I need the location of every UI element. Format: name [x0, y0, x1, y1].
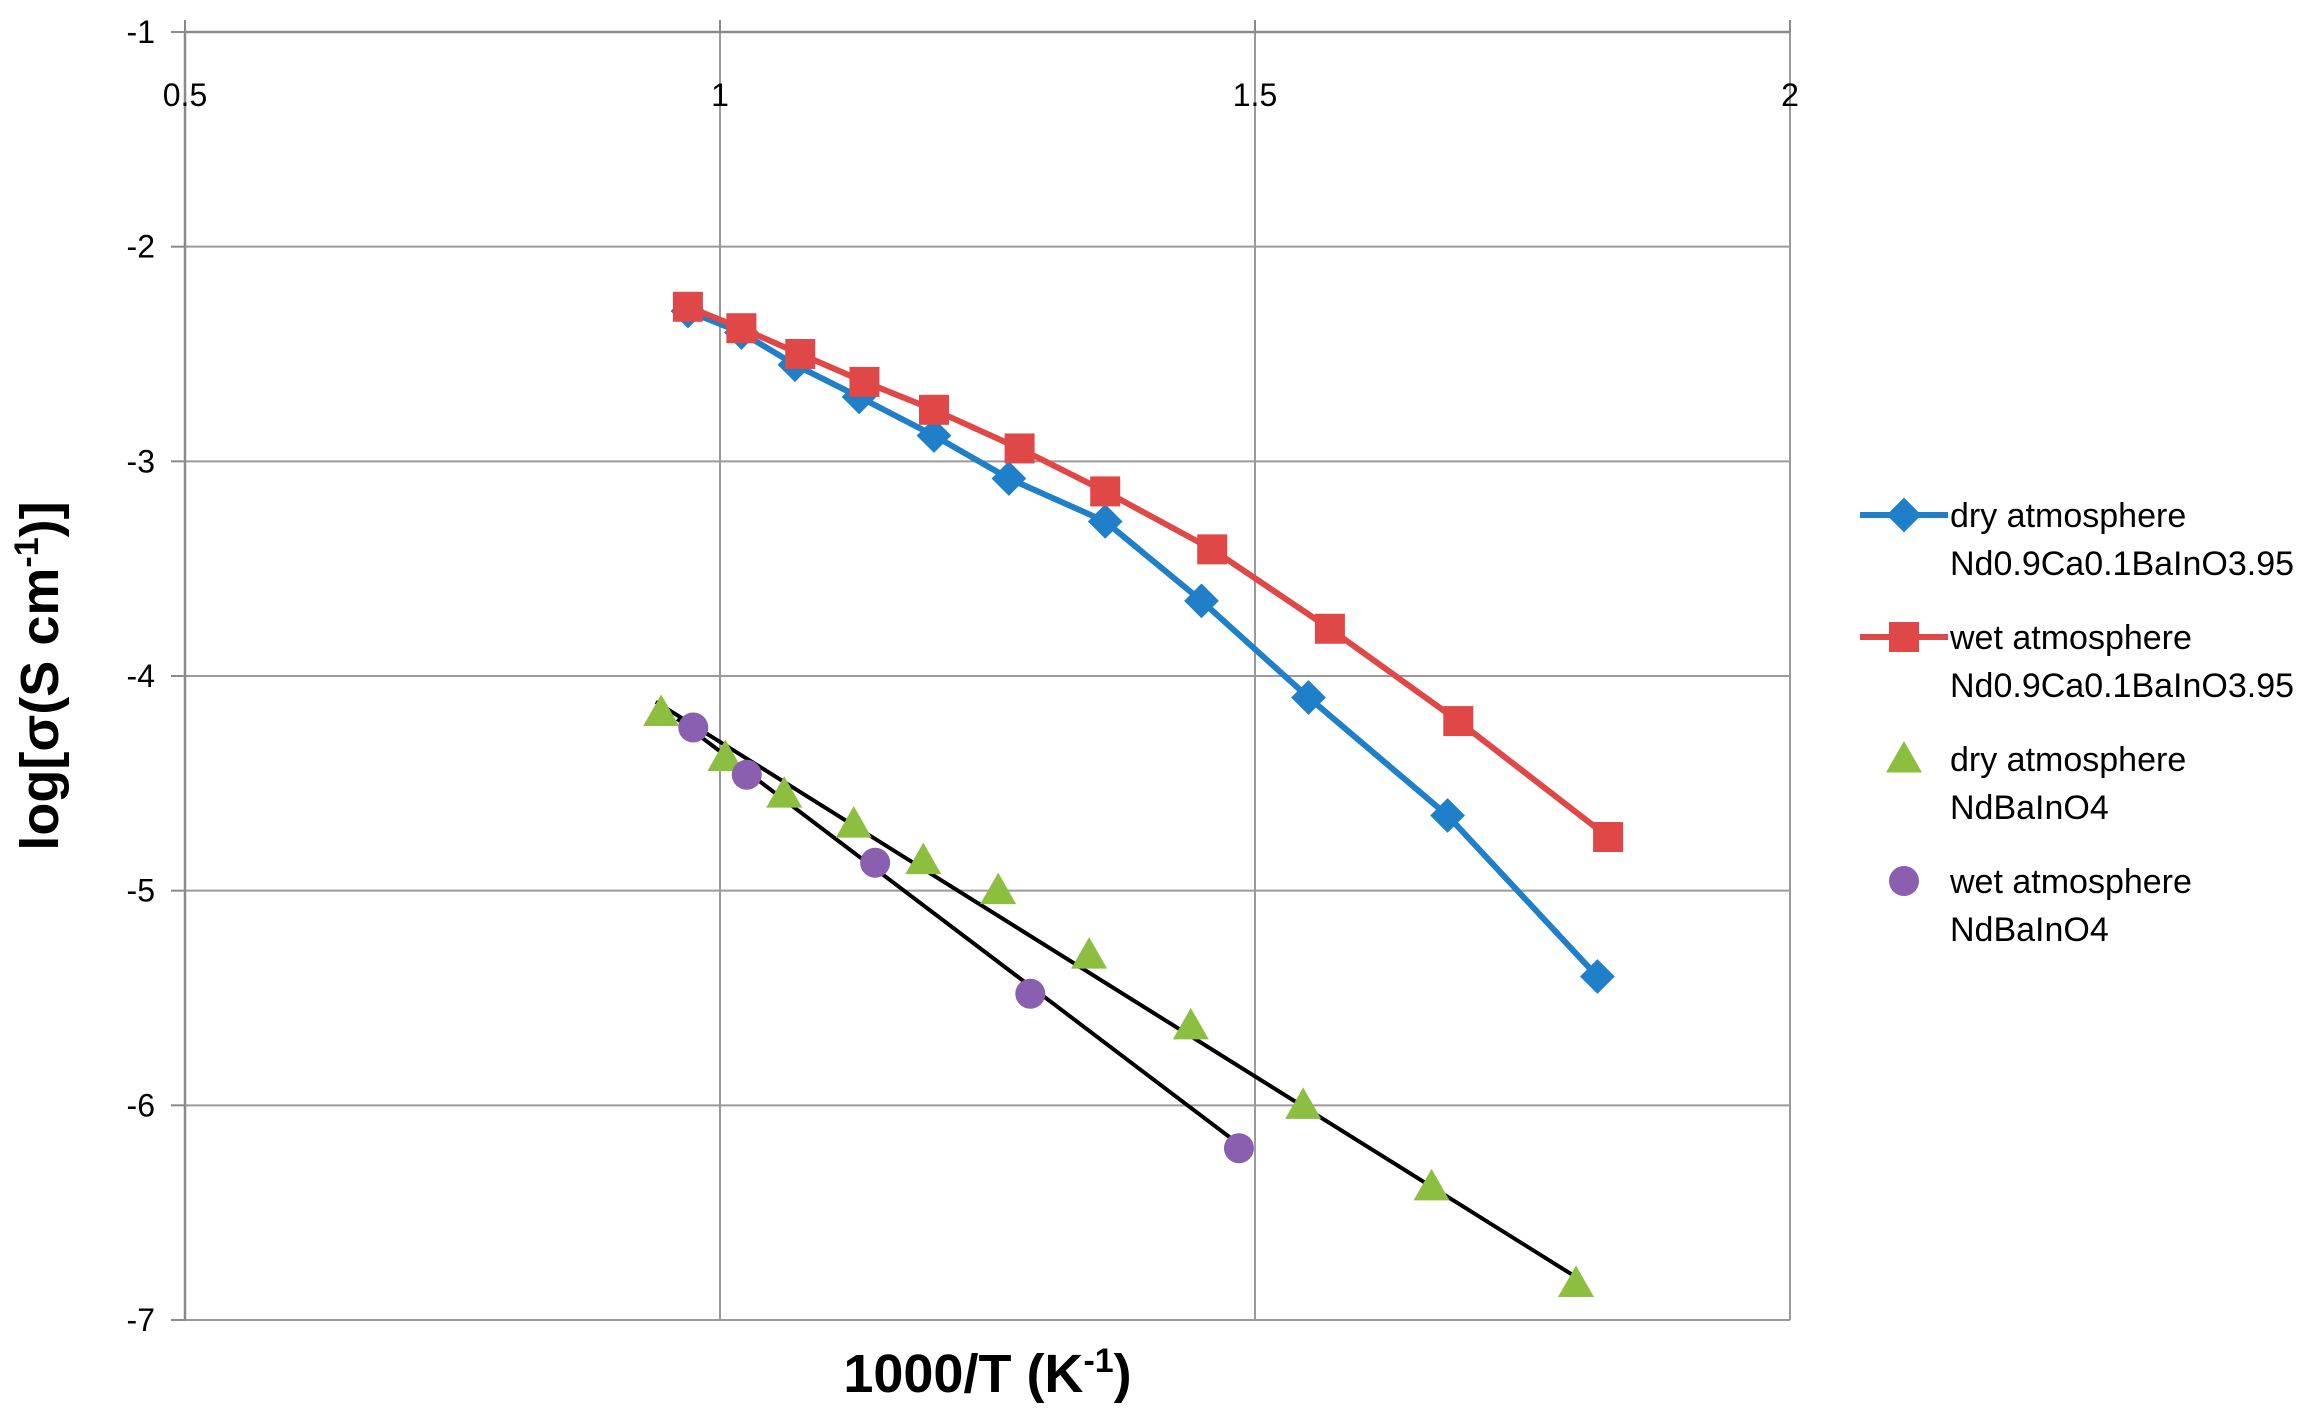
legend-item-1: dry atmosphere Nd0.9Ca0.1BaInO3.95 [1860, 497, 2294, 583]
y-tick-label: -3 [127, 443, 155, 479]
y-tick-label: -1 [127, 14, 155, 50]
x-tick-label: 1.5 [1233, 77, 1277, 113]
data-point [1558, 1265, 1594, 1298]
data-point [731, 759, 762, 790]
data-point [643, 694, 680, 726]
data-point [1015, 978, 1046, 1009]
legend-label: dry atmosphere [1950, 497, 2186, 535]
series-4 [678, 712, 1254, 1164]
data-point [766, 776, 803, 808]
data-point [1197, 534, 1228, 565]
x-axis-title: 1000/T (K-1) [843, 1342, 1131, 1404]
data-point [707, 739, 744, 772]
data-point [1223, 1133, 1254, 1164]
data-point [1314, 613, 1345, 644]
data-point [905, 842, 942, 875]
x-tick-label: 0.5 [163, 77, 207, 113]
axis-titles: 1000/T (K-1) log[σ(S cm-1)] [8, 501, 1132, 1404]
legend-item-2: wet atmosphere Nd0.9Ca0.1BaInO3.95 [1860, 619, 2294, 705]
data-point [849, 366, 880, 397]
data-point [1580, 959, 1615, 994]
legend-label: NdBaInO4 [1950, 789, 2109, 827]
grid [184, 31, 1791, 1321]
legend-label: Nd0.9Ca0.1BaInO3.95 [1950, 667, 2294, 705]
legend-marker [1886, 741, 1922, 773]
data-point [1071, 937, 1108, 969]
legend-item-3: dry atmosphere NdBaInO4 [1886, 741, 2186, 827]
x-tick-label: 1 [711, 77, 729, 113]
series-3 [643, 694, 1594, 1298]
fit-line [675, 717, 1246, 1150]
data-point [1430, 798, 1465, 833]
y-tick-label: -7 [127, 1302, 155, 1338]
series-line [686, 308, 1600, 979]
y-axis-title: log[σ(S cm-1)] [8, 501, 70, 850]
data-point [1087, 504, 1123, 539]
legend-label: NdBaInO4 [1950, 911, 2109, 949]
legend-label: Nd0.9Ca0.1BaInO3.95 [1950, 545, 2294, 583]
data-point [678, 712, 709, 743]
x-tick-label: 2 [1781, 77, 1799, 113]
legend-label: wet atmosphere [1949, 863, 2192, 901]
data-point [1172, 1007, 1209, 1040]
data-point [919, 394, 949, 425]
fit-lines [654, 700, 1578, 1279]
data-point [1090, 476, 1121, 507]
legend-marker [1889, 866, 1919, 896]
legend-item-4: wet atmosphere NdBaInO4 [1889, 863, 2192, 949]
data-point [1443, 706, 1474, 737]
series [643, 291, 1624, 1298]
data-point [672, 291, 703, 322]
y-tick-label: -2 [127, 229, 155, 265]
axes [171, 20, 1791, 1321]
tick-labels: -1 -2 -3 -4 -5 -6 -7 0.5 1 1.5 2 [127, 14, 1799, 1338]
data-point [916, 418, 952, 453]
data-point [1413, 1168, 1450, 1201]
fit-line [654, 700, 1578, 1279]
data-point [1184, 583, 1219, 619]
legend-marker [1886, 497, 1922, 533]
y-tick-label: -6 [127, 1087, 155, 1123]
series-1 [670, 293, 1615, 994]
data-point [1291, 680, 1326, 715]
data-point [860, 847, 891, 878]
data-point [1593, 822, 1624, 852]
data-point [1004, 433, 1035, 464]
legend-label: wet atmosphere [1949, 619, 2192, 657]
series-2 [672, 291, 1624, 852]
y-tick-label: -4 [127, 658, 155, 694]
data-point [835, 806, 872, 838]
data-point [1285, 1087, 1322, 1119]
data-point [726, 313, 757, 344]
data-point [991, 461, 1027, 496]
series-line [686, 303, 1610, 840]
y-tick-label: -5 [127, 873, 155, 909]
legend-marker [1889, 622, 1919, 652]
data-point [785, 339, 816, 369]
data-point [980, 872, 1017, 905]
legend-label: dry atmosphere [1950, 741, 2186, 779]
